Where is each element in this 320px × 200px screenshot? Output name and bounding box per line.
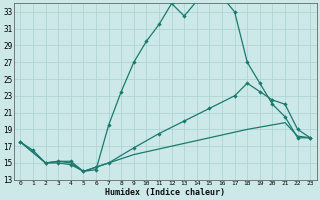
- X-axis label: Humidex (Indice chaleur): Humidex (Indice chaleur): [105, 188, 225, 197]
